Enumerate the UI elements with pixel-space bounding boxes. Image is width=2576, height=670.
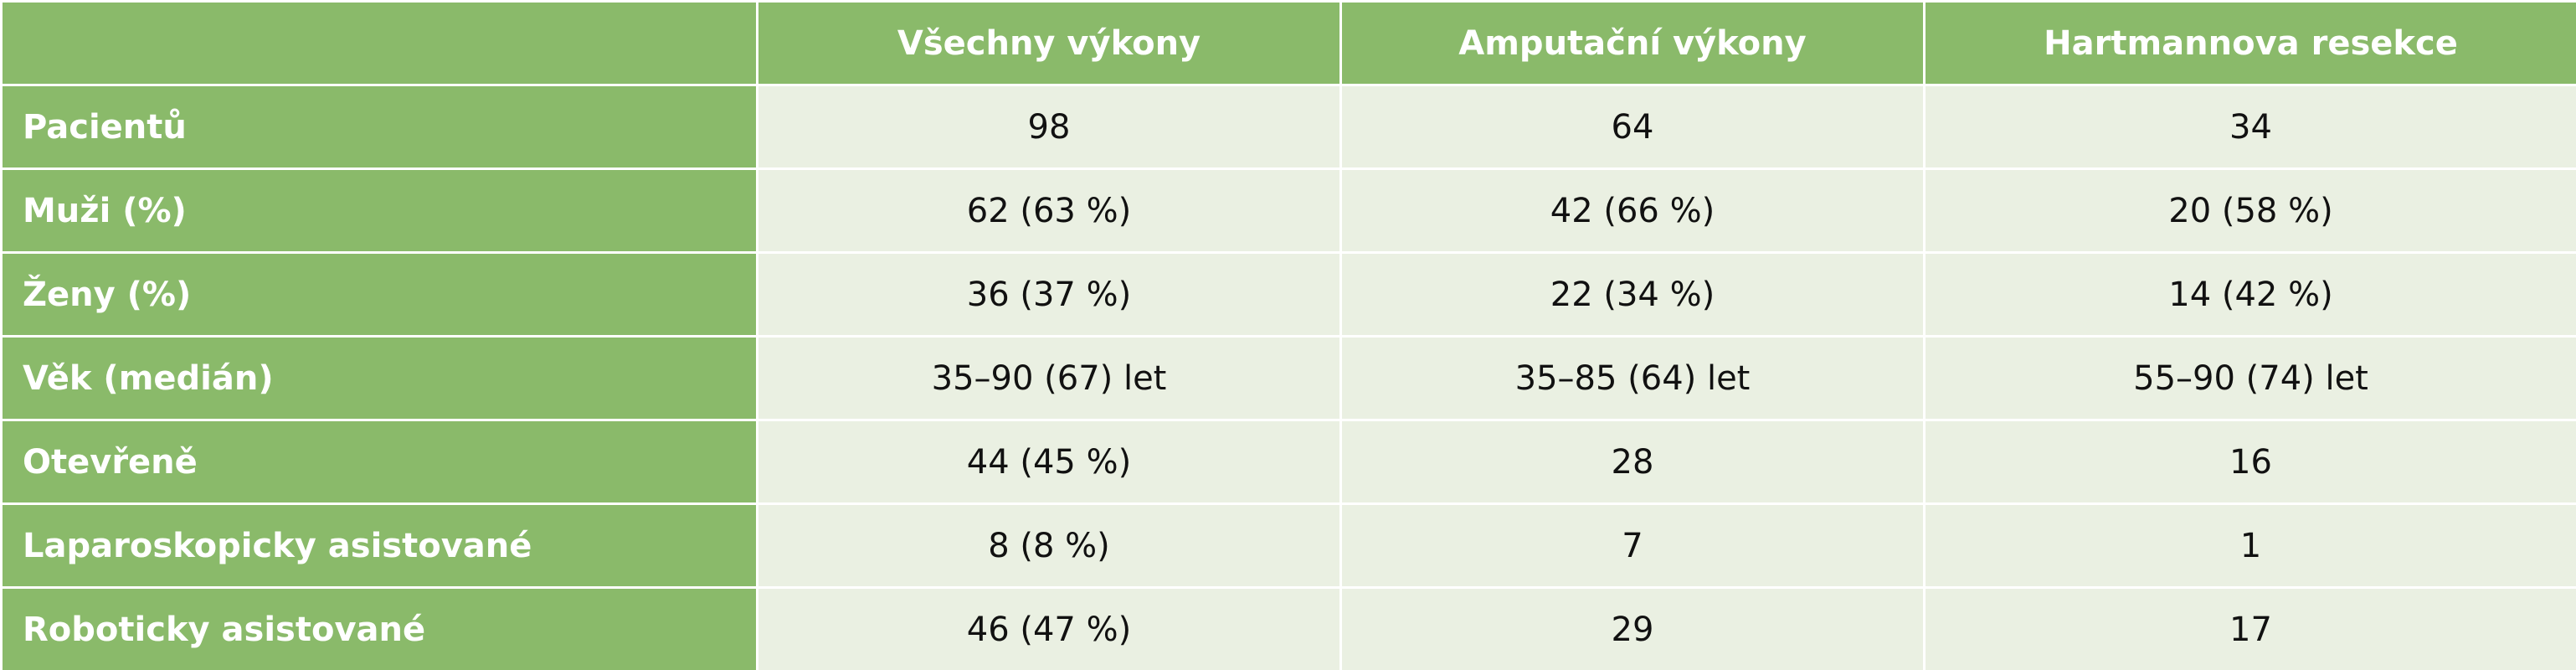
table-row: Otevřeně 44 (45 %) 28 16: [0, 419, 2576, 505]
table-cell: 28: [1339, 419, 1926, 505]
row-label: Ženy (%): [0, 251, 758, 338]
header-row: Všechny výkony Amputační výkony Hartmannov…: [0, 0, 2576, 86]
table-cell: 7: [1339, 502, 1926, 589]
table-cell: 42 (66 %): [1339, 168, 1926, 254]
column-header: Všechny výkony: [756, 0, 1342, 86]
table-cell: 44 (45 %): [756, 419, 1342, 505]
table-cell: 17: [1923, 586, 2576, 670]
table-cell: 20 (58 %): [1923, 168, 2576, 254]
table-cell: 64: [1339, 84, 1926, 170]
table-cell: 36 (37 %): [756, 251, 1342, 338]
table-cell: 29: [1339, 586, 1926, 670]
table-row: Muži (%) 62 (63 %) 42 (66 %) 20 (58 %): [0, 168, 2576, 254]
table-cell: 16: [1923, 419, 2576, 505]
corner-cell: [0, 0, 758, 86]
column-header: Amputační výkony: [1339, 0, 1926, 86]
row-label: Věk (medián): [0, 335, 758, 421]
table-cell: 46 (47 %): [756, 586, 1342, 670]
table-row: Ženy (%) 36 (37 %) 22 (34 %) 14 (42 %): [0, 251, 2576, 338]
column-header: Hartmannova resekce: [1923, 0, 2576, 86]
table-cell: 8 (8 %): [756, 502, 1342, 589]
table-cell: 1: [1923, 502, 2576, 589]
table-row: Věk (medián) 35–90 (67) let 35–85 (64) let…: [0, 335, 2576, 421]
row-label: Laparoskopicky asistované: [0, 502, 758, 589]
row-label: Roboticky asistované: [0, 586, 758, 670]
table-cell: 34: [1923, 84, 2576, 170]
table-cell: 22 (34 %): [1339, 251, 1926, 338]
row-label: Pacientů: [0, 84, 758, 170]
table-cell: 98: [756, 84, 1342, 170]
table-row: Laparoskopicky asistované 8 (8 %) 7 1: [0, 502, 2576, 589]
table-row: Roboticky asistované 46 (47 %) 29 17: [0, 586, 2576, 670]
row-label: Muži (%): [0, 168, 758, 254]
table-cell: 14 (42 %): [1923, 251, 2576, 338]
table-row: Pacientů 98 64 34: [0, 84, 2576, 170]
table-cell: 35–90 (67) let: [756, 335, 1342, 421]
row-label: Otevřeně: [0, 419, 758, 505]
table-cell: 35–85 (64) let: [1339, 335, 1926, 421]
table-cell: 62 (63 %): [756, 168, 1342, 254]
table-cell: 55–90 (74) let: [1923, 335, 2576, 421]
